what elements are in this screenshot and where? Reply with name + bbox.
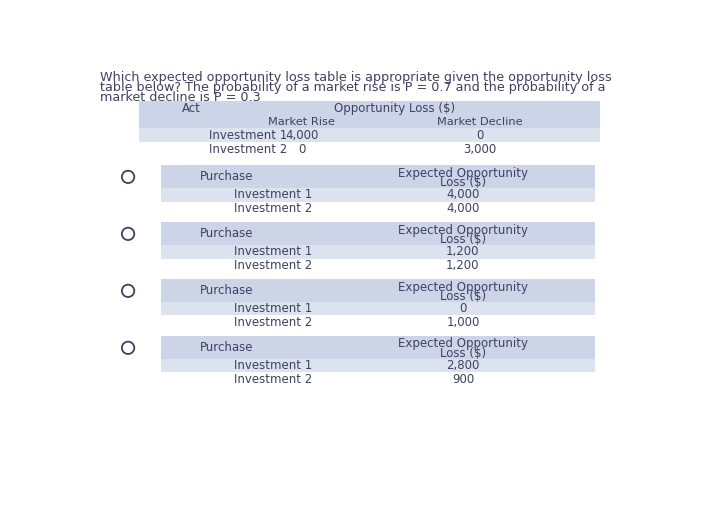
Text: Expected Opportunity: Expected Opportunity <box>398 281 528 294</box>
Text: Investment 1: Investment 1 <box>234 303 313 315</box>
Bar <box>139 116 600 128</box>
Bar <box>161 202 595 214</box>
Text: Expected Opportunity: Expected Opportunity <box>398 167 528 180</box>
Text: Investment 2: Investment 2 <box>209 142 287 156</box>
Bar <box>161 315 595 328</box>
Bar <box>161 279 595 303</box>
Text: 0: 0 <box>476 129 483 142</box>
Text: Expected Opportunity: Expected Opportunity <box>398 338 528 351</box>
Bar <box>161 165 595 189</box>
Text: Loss ($): Loss ($) <box>440 290 486 303</box>
Text: table below? The probability of a market rise is P = 0.7 and the probability of : table below? The probability of a market… <box>100 81 606 94</box>
Text: Loss ($): Loss ($) <box>440 347 486 359</box>
Bar <box>161 372 595 385</box>
Text: market decline is P = 0.3: market decline is P = 0.3 <box>100 91 261 105</box>
Text: Expected Opportunity: Expected Opportunity <box>398 224 528 237</box>
Text: Act: Act <box>182 102 201 115</box>
Text: Investment 2: Investment 2 <box>234 258 313 271</box>
Text: Investment 1: Investment 1 <box>209 129 287 142</box>
Bar <box>161 258 595 271</box>
Text: Opportunity Loss ($): Opportunity Loss ($) <box>334 102 455 115</box>
Text: 1,200: 1,200 <box>446 246 480 258</box>
Text: 4,000: 4,000 <box>285 129 318 142</box>
Text: Investment 2: Investment 2 <box>234 372 313 385</box>
Bar <box>161 359 595 372</box>
Text: Investment 2: Investment 2 <box>234 315 313 328</box>
Text: 4,000: 4,000 <box>446 202 480 214</box>
Bar <box>161 303 595 315</box>
Bar <box>139 142 600 156</box>
Text: 0: 0 <box>298 142 305 156</box>
Text: Loss ($): Loss ($) <box>440 233 486 246</box>
Bar <box>161 189 595 202</box>
Text: Market Rise: Market Rise <box>268 117 335 127</box>
Text: 900: 900 <box>451 372 474 385</box>
Text: Investment 1: Investment 1 <box>234 359 313 372</box>
Text: Loss ($): Loss ($) <box>440 176 486 189</box>
Bar <box>139 128 600 142</box>
Text: 4,000: 4,000 <box>446 189 480 202</box>
Bar <box>161 246 595 258</box>
Text: Market Decline: Market Decline <box>437 117 523 127</box>
Text: 0: 0 <box>459 303 467 315</box>
Text: Investment 1: Investment 1 <box>234 189 313 202</box>
Bar <box>161 336 595 359</box>
Text: Investment 2: Investment 2 <box>234 202 313 214</box>
Text: Purchase: Purchase <box>200 284 253 297</box>
Bar <box>161 222 595 246</box>
Text: 2,800: 2,800 <box>446 359 480 372</box>
Text: 1,000: 1,000 <box>446 315 480 328</box>
Text: Purchase: Purchase <box>200 341 253 354</box>
Bar <box>139 100 600 116</box>
Text: Purchase: Purchase <box>200 227 253 240</box>
Text: Which expected opportunity loss table is appropriate given the opportunity loss: Which expected opportunity loss table is… <box>100 71 612 84</box>
Text: Investment 1: Investment 1 <box>234 246 313 258</box>
Text: Purchase: Purchase <box>200 170 253 183</box>
Text: 3,000: 3,000 <box>463 142 497 156</box>
Text: 1,200: 1,200 <box>446 258 480 271</box>
